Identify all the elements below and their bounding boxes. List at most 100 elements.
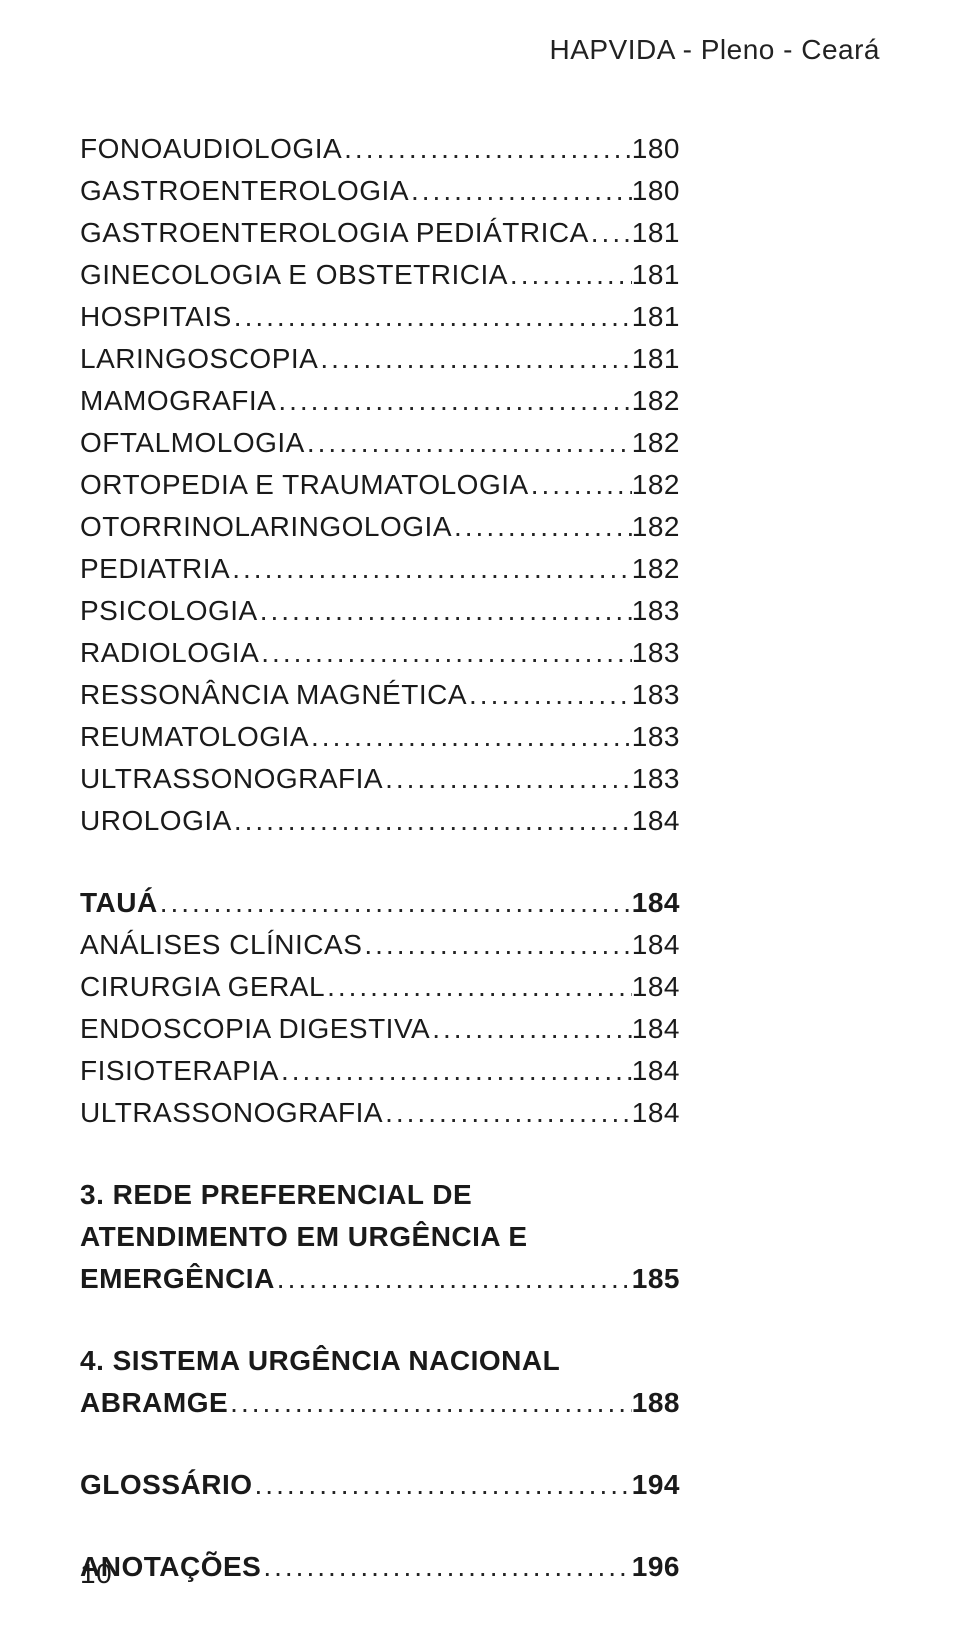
toc-leader-dots: ........................................… bbox=[309, 716, 632, 758]
toc-label: MAMOGRAFIA bbox=[80, 380, 276, 422]
toc-label: ORTOPEDIA E TRAUMATOLOGIA bbox=[80, 464, 529, 506]
toc-label: PSICOLOGIA bbox=[80, 590, 258, 632]
toc-leader-dots: ........................................… bbox=[383, 1092, 632, 1134]
toc-leader-dots: ........................................… bbox=[158, 882, 632, 924]
section-gap bbox=[80, 1506, 680, 1546]
toc-page: 184 bbox=[632, 924, 680, 966]
toc-page: 184 bbox=[632, 800, 680, 842]
toc-row: OTORRINOLARINGOLOGIA....................… bbox=[80, 506, 680, 548]
toc-page: 182 bbox=[632, 422, 680, 464]
toc-leader-dots: ........................................… bbox=[228, 1382, 632, 1424]
toc-label: ABRAMGE bbox=[80, 1382, 228, 1424]
toc-row: RADIOLOGIA..............................… bbox=[80, 632, 680, 674]
toc-leader-dots: ........................................… bbox=[305, 422, 632, 464]
toc-row: MAMOGRAFIA..............................… bbox=[80, 380, 680, 422]
toc-leader-dots: ........................................… bbox=[318, 338, 631, 380]
toc-label: GASTROENTEROLOGIA PEDIÁTRICA bbox=[80, 212, 589, 254]
toc-page: 181 bbox=[632, 254, 680, 296]
section-gap bbox=[80, 1424, 680, 1464]
toc-row: TAUÁ....................................… bbox=[80, 882, 680, 924]
toc-label: EMERGÊNCIA bbox=[80, 1258, 275, 1300]
toc-leader-dots: ........................................… bbox=[232, 800, 632, 842]
toc-leader-dots: ........................................… bbox=[589, 212, 632, 254]
toc-page: 182 bbox=[632, 548, 680, 590]
toc-page: 196 bbox=[632, 1546, 680, 1588]
toc-leader-dots: ........................................… bbox=[362, 924, 631, 966]
toc-page: 181 bbox=[632, 296, 680, 338]
toc-row: GASTROENTEROLOGIA.......................… bbox=[80, 170, 680, 212]
toc-leader-dots: ........................................… bbox=[276, 380, 631, 422]
toc-row: ANÁLISES CLÍNICAS.......................… bbox=[80, 924, 680, 966]
toc-heading-line: 4. SISTEMA URGÊNCIA NACIONAL bbox=[80, 1340, 680, 1382]
toc-leader-dots: ........................................… bbox=[467, 674, 632, 716]
toc-row: ORTOPEDIA E TRAUMATOLOGIA...............… bbox=[80, 464, 680, 506]
toc-leader-dots: ........................................… bbox=[232, 296, 632, 338]
toc-row: LARINGOSCOPIA...........................… bbox=[80, 338, 680, 380]
toc-row: EMERGÊNCIA..............................… bbox=[80, 1258, 680, 1300]
toc-leader-dots: ........................................… bbox=[342, 128, 632, 170]
toc-page: 182 bbox=[632, 506, 680, 548]
toc-label: REUMATOLOGIA bbox=[80, 716, 309, 758]
section-gap bbox=[80, 1300, 680, 1340]
section-gap bbox=[80, 842, 680, 882]
toc-label: FONOAUDIOLOGIA bbox=[80, 128, 342, 170]
toc-leader-dots: ........................................… bbox=[383, 758, 632, 800]
toc-page: 182 bbox=[632, 464, 680, 506]
toc-leader-dots: ........................................… bbox=[409, 170, 632, 212]
toc-label: OTORRINOLARINGOLOGIA bbox=[80, 506, 452, 548]
toc-label: TAUÁ bbox=[80, 882, 158, 924]
toc-row: FONOAUDIOLOGIA..........................… bbox=[80, 128, 680, 170]
toc-leader-dots: ........................................… bbox=[508, 254, 632, 296]
toc-page: 182 bbox=[632, 380, 680, 422]
toc-heading-line: ATENDIMENTO EM URGÊNCIA E bbox=[80, 1216, 680, 1258]
toc-label: LARINGOSCOPIA bbox=[80, 338, 318, 380]
toc-label: RESSONÂNCIA MAGNÉTICA bbox=[80, 674, 467, 716]
toc-row: HOSPITAIS...............................… bbox=[80, 296, 680, 338]
toc-page: 183 bbox=[632, 716, 680, 758]
toc-row: RESSONÂNCIA MAGNÉTICA...................… bbox=[80, 674, 680, 716]
toc-label: GASTROENTEROLOGIA bbox=[80, 170, 409, 212]
page-number: 10 bbox=[80, 1558, 112, 1590]
toc-page: 183 bbox=[632, 674, 680, 716]
toc-page: 181 bbox=[632, 338, 680, 380]
toc-label: ENDOSCOPIA DIGESTIVA bbox=[80, 1008, 430, 1050]
toc-label: GLOSSÁRIO bbox=[80, 1464, 253, 1506]
toc-row: ENDOSCOPIA DIGESTIVA....................… bbox=[80, 1008, 680, 1050]
toc-leader-dots: ........................................… bbox=[230, 548, 632, 590]
toc-page: 184 bbox=[632, 1008, 680, 1050]
toc-leader-dots: ........................................… bbox=[253, 1464, 632, 1506]
toc-label: ULTRASSONOGRAFIA bbox=[80, 758, 383, 800]
toc-leader-dots: ........................................… bbox=[258, 590, 632, 632]
document-header: HAPVIDA - Pleno - Ceará bbox=[549, 34, 880, 66]
toc-row: GLOSSÁRIO...............................… bbox=[80, 1464, 680, 1506]
toc-leader-dots: ........................................… bbox=[275, 1258, 632, 1300]
toc-page: 185 bbox=[632, 1258, 680, 1300]
toc-page: 183 bbox=[632, 632, 680, 674]
toc-row: FISIOTERAPIA............................… bbox=[80, 1050, 680, 1092]
toc-heading-line: 3. REDE PREFERENCIAL DE bbox=[80, 1174, 680, 1216]
toc-page: 184 bbox=[632, 1050, 680, 1092]
toc-page: 184 bbox=[632, 966, 680, 1008]
page: HAPVIDA - Pleno - Ceará FONOAUDIOLOGIA..… bbox=[0, 0, 960, 1628]
toc-row: ULTRASSONOGRAFIA........................… bbox=[80, 758, 680, 800]
toc-label: PEDIATRIA bbox=[80, 548, 230, 590]
toc-leader-dots: ........................................… bbox=[325, 966, 632, 1008]
toc-row: GINECOLOGIA E OBSTETRICIA...............… bbox=[80, 254, 680, 296]
toc-row: ABRAMGE.................................… bbox=[80, 1382, 680, 1424]
toc-label: UROLOGIA bbox=[80, 800, 232, 842]
toc-leader-dots: ........................................… bbox=[279, 1050, 632, 1092]
toc-label: CIRURGIA GERAL bbox=[80, 966, 325, 1008]
toc-row: GASTROENTEROLOGIA PEDIÁTRICA............… bbox=[80, 212, 680, 254]
toc-row: UROLOGIA................................… bbox=[80, 800, 680, 842]
toc-row: CIRURGIA GERAL..........................… bbox=[80, 966, 680, 1008]
toc-label: GINECOLOGIA E OBSTETRICIA bbox=[80, 254, 508, 296]
section-gap bbox=[80, 1134, 680, 1174]
toc-leader-dots: ........................................… bbox=[452, 506, 632, 548]
toc-page: 183 bbox=[632, 590, 680, 632]
toc-page: 183 bbox=[632, 758, 680, 800]
toc-row: PSICOLOGIA..............................… bbox=[80, 590, 680, 632]
toc-leader-dots: ........................................… bbox=[529, 464, 632, 506]
toc-row: ULTRASSONOGRAFIA........................… bbox=[80, 1092, 680, 1134]
toc-page: 188 bbox=[632, 1382, 680, 1424]
toc-page: 194 bbox=[632, 1464, 680, 1506]
